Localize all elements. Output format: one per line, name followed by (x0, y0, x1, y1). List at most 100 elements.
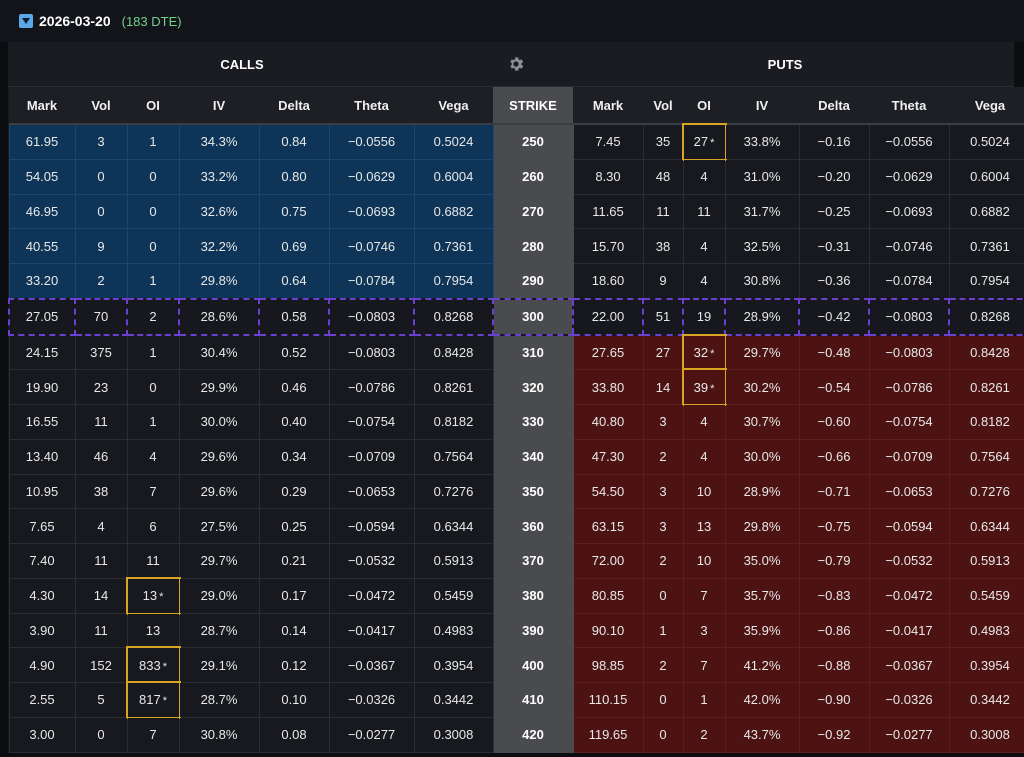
call-iv-cell[interactable]: 33.2% (178, 158, 260, 195)
strike-cell[interactable]: 420 (492, 716, 574, 753)
call-delta-cell[interactable]: 0.58 (258, 297, 330, 336)
put-vega-cell[interactable]: 0.8268 (948, 297, 1024, 336)
put-theta-cell[interactable]: −0.0784 (868, 262, 950, 300)
call-iv-cell[interactable]: 29.6% (178, 438, 260, 475)
strike-cell[interactable]: 310 (492, 333, 574, 371)
put-vega-cell[interactable]: 0.4983 (948, 612, 1024, 649)
chain-row[interactable]: 7.40 11 11 29.7% 0.21 −0.0532 0.5913 370 72.00 2 1… (8, 543, 1024, 579)
call-mark-cell[interactable]: 7.65 (8, 508, 76, 544)
put-vega-cell[interactable]: 0.3008 (948, 716, 1024, 753)
call-delta-cell[interactable]: 0.69 (258, 228, 330, 264)
put-theta-cell[interactable]: −0.0709 (868, 438, 950, 475)
call-oi-cell[interactable]: 7 (126, 716, 180, 753)
call-mark-cell[interactable]: 4.90 (8, 647, 76, 683)
chain-row[interactable]: 2.55 5 817 * 28.7% 0.10 −0.0326 0.3442 410 110.15… (8, 681, 1024, 719)
call-delta-cell[interactable]: 0.29 (258, 473, 330, 510)
put-vol-cell[interactable]: 0 (642, 716, 684, 753)
call-vol-cell[interactable]: 0 (74, 716, 128, 753)
put-oi-cell[interactable]: 4 (682, 158, 726, 195)
put-oi-cell[interactable]: 4 (682, 438, 726, 475)
call-vol-cell[interactable]: 70 (74, 297, 128, 336)
put-iv-cell[interactable]: 28.9% (724, 473, 800, 510)
put-vol-cell[interactable]: 0 (642, 682, 684, 718)
call-mark-cell[interactable]: 40.55 (8, 228, 76, 264)
put-vol-cell[interactable]: 38 (642, 228, 684, 264)
call-mark-cell[interactable]: 2.55 (8, 682, 76, 718)
col-put-vol[interactable]: Vol (643, 87, 683, 125)
call-iv-cell[interactable]: 27.5% (178, 508, 260, 544)
call-vol-cell[interactable]: 3 (74, 123, 128, 160)
put-vega-cell[interactable]: 0.5459 (948, 577, 1024, 614)
put-vol-cell[interactable]: 48 (642, 158, 684, 195)
call-mark-cell[interactable]: 27.05 (8, 297, 76, 336)
put-mark-cell[interactable]: 40.80 (572, 404, 644, 440)
put-vega-cell[interactable]: 0.8428 (948, 333, 1024, 371)
col-call-delta[interactable]: Delta (259, 87, 329, 125)
call-delta-cell[interactable]: 0.52 (258, 333, 330, 371)
put-delta-cell[interactable]: −0.42 (798, 297, 870, 336)
call-mark-cell[interactable]: 4.30 (8, 577, 76, 614)
strike-cell[interactable]: 370 (492, 543, 574, 579)
call-iv-cell[interactable]: 32.2% (178, 228, 260, 264)
put-vol-cell[interactable]: 14 (642, 369, 684, 405)
call-vol-cell[interactable]: 2 (74, 262, 128, 300)
chain-row[interactable]: 40.55 9 0 32.2% 0.69 −0.0746 0.7361 280 15.70 38 4… (8, 228, 1024, 264)
call-theta-cell[interactable]: −0.0784 (328, 262, 415, 300)
put-oi-cell[interactable]: 1 (682, 682, 726, 718)
put-oi-cell[interactable]: 4 (682, 262, 726, 300)
put-theta-cell[interactable]: −0.0693 (868, 193, 950, 230)
call-vega-cell[interactable]: 0.7361 (413, 228, 494, 264)
strike-cell[interactable]: 300 (492, 297, 574, 336)
call-theta-cell[interactable]: −0.0532 (328, 543, 415, 579)
call-vega-cell[interactable]: 0.8261 (413, 369, 494, 405)
put-iv-cell[interactable]: 29.7% (724, 333, 800, 371)
call-delta-cell[interactable]: 0.10 (258, 682, 330, 718)
call-delta-cell[interactable]: 0.40 (258, 404, 330, 440)
chain-row[interactable]: 3.90 11 13 28.7% 0.14 −0.0417 0.4983 390 90.10 1 3… (8, 612, 1024, 649)
put-vol-cell[interactable]: 2 (642, 438, 684, 475)
call-delta-cell[interactable]: 0.84 (258, 123, 330, 160)
chain-row[interactable]: 16.55 11 1 30.0% 0.40 −0.0754 0.8182 330 40.80 3 4… (8, 404, 1024, 440)
gear-icon[interactable] (507, 55, 525, 73)
call-vol-cell[interactable]: 14 (74, 577, 128, 614)
call-vega-cell[interactable]: 0.6882 (413, 193, 494, 230)
col-put-iv[interactable]: IV (725, 87, 799, 125)
call-vol-cell[interactable]: 23 (74, 369, 128, 405)
put-iv-cell[interactable]: 30.8% (724, 262, 800, 300)
put-theta-cell[interactable]: −0.0556 (868, 123, 950, 160)
call-oi-cell[interactable]: 1 (126, 333, 180, 371)
call-vol-cell[interactable]: 11 (74, 612, 128, 649)
put-theta-cell[interactable]: −0.0653 (868, 473, 950, 510)
put-mark-cell[interactable]: 18.60 (572, 262, 644, 300)
put-vol-cell[interactable]: 1 (642, 612, 684, 649)
put-delta-cell[interactable]: −0.60 (798, 404, 870, 440)
call-vega-cell[interactable]: 0.5459 (413, 577, 494, 614)
call-oi-cell[interactable]: 1 (126, 262, 180, 300)
put-theta-cell[interactable]: −0.0472 (868, 577, 950, 614)
call-vega-cell[interactable]: 0.6004 (413, 158, 494, 195)
put-oi-cell[interactable]: 32 * (681, 333, 727, 372)
put-vega-cell[interactable]: 0.7361 (948, 228, 1024, 264)
call-oi-cell[interactable]: 13 * (125, 576, 181, 615)
strike-cell[interactable]: 260 (492, 158, 574, 195)
settings-button[interactable] (476, 42, 556, 86)
call-theta-cell[interactable]: −0.0803 (328, 297, 415, 336)
call-theta-cell[interactable]: −0.0629 (328, 158, 415, 195)
call-theta-cell[interactable]: −0.0754 (328, 404, 415, 440)
put-vega-cell[interactable]: 0.7954 (948, 262, 1024, 300)
put-oi-cell[interactable]: 7 (682, 647, 726, 683)
call-vega-cell[interactable]: 0.7954 (413, 262, 494, 300)
call-mark-cell[interactable]: 61.95 (8, 123, 76, 160)
put-vol-cell[interactable]: 0 (642, 577, 684, 614)
put-delta-cell[interactable]: −0.16 (798, 123, 870, 160)
chain-row[interactable]: 13.40 46 4 29.6% 0.34 −0.0709 0.7564 340 47.30 2 4… (8, 438, 1024, 475)
put-vol-cell[interactable]: 51 (642, 297, 684, 336)
put-oi-cell[interactable]: 10 (682, 543, 726, 579)
call-theta-cell[interactable]: −0.0556 (328, 123, 415, 160)
put-theta-cell[interactable]: −0.0746 (868, 228, 950, 264)
put-delta-cell[interactable]: −0.92 (798, 716, 870, 753)
call-iv-cell[interactable]: 29.8% (178, 262, 260, 300)
call-iv-cell[interactable]: 30.8% (178, 716, 260, 753)
call-delta-cell[interactable]: 0.08 (258, 716, 330, 753)
call-mark-cell[interactable]: 19.90 (8, 369, 76, 405)
